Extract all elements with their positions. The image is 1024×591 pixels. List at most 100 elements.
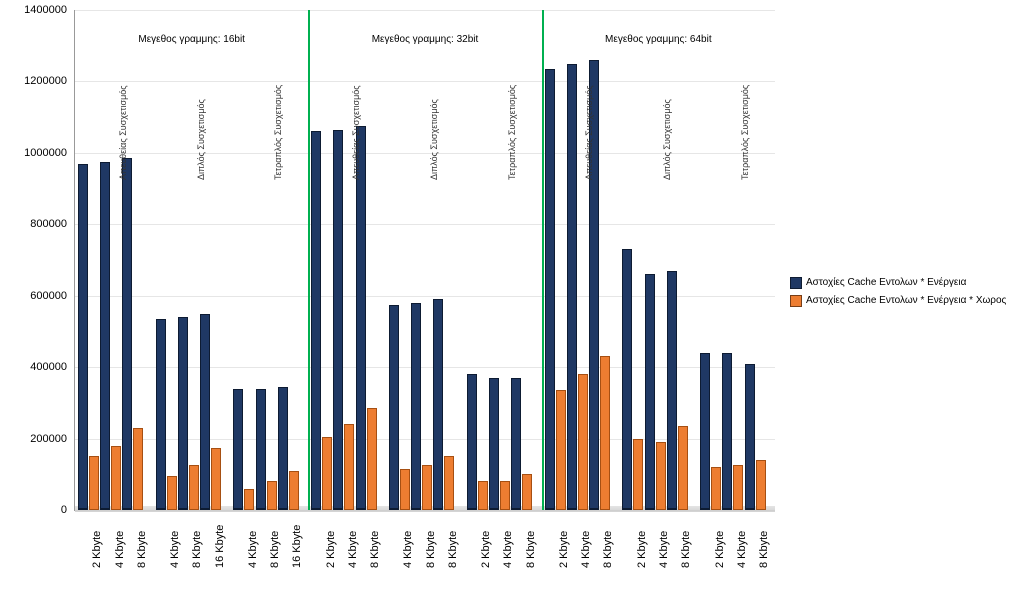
bar-series1	[89, 456, 99, 510]
bar-series0	[333, 130, 343, 510]
legend: Αστοχίες Cache Εντολων * Ενέργεια Αστοχίε…	[790, 275, 1006, 311]
bar-series0	[233, 389, 243, 510]
bar-series1	[656, 442, 666, 510]
bar-series1	[167, 476, 177, 510]
y-tick-label: 800000	[5, 218, 67, 230]
bar-series0	[567, 64, 577, 510]
x-tick-label: 2 Kbyte	[636, 531, 648, 568]
legend-item: Αστοχίες Cache Εντολων * Ενέργεια * Χωρο…	[790, 293, 1006, 309]
bar-series1	[400, 469, 410, 510]
y-gridline	[75, 224, 775, 225]
bar-series0	[100, 162, 110, 510]
y-tick-label: 1400000	[5, 4, 67, 16]
subgroup-title: Τετραπλός Συσχετισμός	[507, 85, 517, 180]
y-gridline	[75, 81, 775, 82]
bar-series0	[278, 387, 288, 510]
subgroup-title: Τετραπλός Συσχετισμός	[273, 85, 283, 180]
bar-series1	[133, 428, 143, 510]
y-gridline	[75, 10, 775, 11]
x-tick-label: 4 Kbyte	[247, 531, 259, 568]
bar-series1	[556, 390, 566, 510]
subgroup-title: Διπλός Συσχετισμός	[196, 99, 206, 180]
x-tick-label: 2 Kbyte	[480, 531, 492, 568]
bar-series0	[467, 374, 477, 510]
subgroup-title: Διπλός Συσχετισμός	[429, 99, 439, 180]
bar-series0	[356, 126, 366, 510]
bar-series1	[633, 439, 643, 510]
legend-swatch	[790, 277, 802, 289]
bar-series1	[600, 356, 610, 510]
legend-label: Αστοχίες Cache Εντολων * Ενέργεια * Χωρο…	[806, 293, 1006, 309]
bar-series1	[367, 408, 377, 510]
legend-swatch	[790, 295, 802, 307]
x-tick-label: 4 Kbyte	[169, 531, 181, 568]
bar-series0	[489, 378, 499, 510]
bar-series0	[433, 299, 443, 510]
panel-separator	[542, 10, 544, 510]
subgroup-title: Διπλός Συσχετισμός	[662, 99, 672, 180]
y-tick-label: 1200000	[5, 75, 67, 87]
x-tick-label: 8 Kbyte	[525, 531, 537, 568]
x-tick-label: 4 Kbyte	[736, 531, 748, 568]
x-tick-label: 8 Kbyte	[758, 531, 770, 568]
bar-series0	[78, 164, 88, 510]
bar-series0	[622, 249, 632, 510]
panel-title: Μεγεθος γραμμης: 64bit	[605, 34, 712, 45]
x-tick-label: 2 Kbyte	[558, 531, 570, 568]
bar-series0	[722, 353, 732, 510]
bar-series1	[733, 465, 743, 510]
bar-series0	[645, 274, 655, 510]
x-tick-label: 4 Kbyte	[347, 531, 359, 568]
panel-separator	[308, 10, 310, 510]
x-tick-label: 4 Kbyte	[502, 531, 514, 568]
subgroup-title: Απευθείας Συσχετισμός	[351, 85, 361, 180]
bar-series1	[578, 374, 588, 510]
bar-series1	[244, 489, 254, 510]
x-tick-label: 2 Kbyte	[91, 531, 103, 568]
bar-series0	[311, 131, 321, 510]
bar-series1	[711, 467, 721, 510]
x-tick-label: 8 Kbyte	[136, 531, 148, 568]
bar-series0	[700, 353, 710, 510]
x-tick-label: 8 Kbyte	[191, 531, 203, 568]
legend-item: Αστοχίες Cache Εντολων * Ενέργεια	[790, 275, 1006, 291]
bar-series1	[678, 426, 688, 510]
y-tick-label: 600000	[5, 290, 67, 302]
subgroup-title: Απευθείας Συσχετισμός	[584, 85, 594, 180]
bar-series1	[211, 448, 221, 511]
bar-series0	[511, 378, 521, 510]
bar-series0	[411, 303, 421, 510]
bar-series0	[667, 271, 677, 510]
x-tick-label: 8 Kbyte	[447, 531, 459, 568]
x-tick-label: 8 Kbyte	[602, 531, 614, 568]
x-tick-label: 16 Kbyte	[214, 525, 226, 568]
legend-label: Αστοχίες Cache Εντολων * Ενέργεια	[806, 275, 966, 291]
bar-series1	[756, 460, 766, 510]
subgroup-title: Απευθείας Συσχετισμός	[118, 85, 128, 180]
bar-series0	[545, 69, 555, 510]
x-tick-label: 8 Kbyte	[425, 531, 437, 568]
y-tick-label: 0	[5, 504, 67, 516]
x-tick-label: 2 Kbyte	[325, 531, 337, 568]
bar-series1	[522, 474, 532, 510]
x-tick-label: 8 Kbyte	[680, 531, 692, 568]
bar-series0	[178, 317, 188, 510]
bar-series1	[111, 446, 121, 510]
bar-series0	[156, 319, 166, 510]
panel-title: Μεγεθος γραμμης: 16bit	[138, 34, 245, 45]
bar-series1	[189, 465, 199, 510]
x-tick-label: 4 Kbyte	[114, 531, 126, 568]
bar-series1	[444, 456, 454, 510]
x-tick-label: 4 Kbyte	[580, 531, 592, 568]
x-tick-label: 4 Kbyte	[658, 531, 670, 568]
x-tick-label: 16 Kbyte	[291, 525, 303, 568]
bar-series0	[256, 389, 266, 510]
chart-page: 0200000400000600000800000100000012000001…	[0, 0, 1024, 591]
bar-series1	[344, 424, 354, 510]
x-tick-label: 8 Kbyte	[269, 531, 281, 568]
bar-series1	[289, 471, 299, 510]
bar-series1	[267, 481, 277, 510]
y-tick-label: 1000000	[5, 147, 67, 159]
x-tick-label: 2 Kbyte	[714, 531, 726, 568]
bar-series0	[200, 314, 210, 510]
